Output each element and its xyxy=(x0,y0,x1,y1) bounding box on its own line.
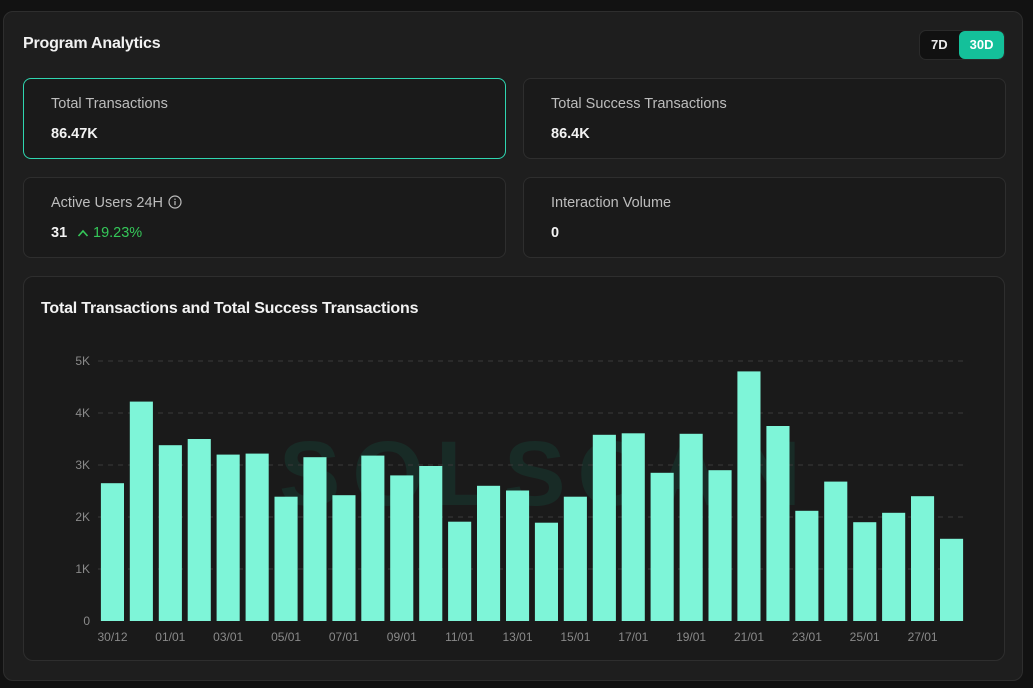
bar-27-01[interactable] xyxy=(911,496,935,621)
x-tick-label: 15/01 xyxy=(560,630,590,644)
x-tick-label: 25/01 xyxy=(850,630,880,644)
bar-05-01[interactable] xyxy=(274,496,298,621)
bar-06-01[interactable] xyxy=(303,457,327,621)
stat-label-wrap: Active Users 24H xyxy=(51,195,182,213)
x-tick-label: 13/01 xyxy=(502,630,532,644)
bar-30-12[interactable] xyxy=(100,483,124,621)
bar-23-01[interactable] xyxy=(795,510,819,621)
stat-label: Total Success Transactions xyxy=(551,96,727,112)
stat-label: Total Transactions xyxy=(51,96,168,112)
x-tick-label: 27/01 xyxy=(908,630,938,644)
bar-28-01[interactable] xyxy=(940,538,964,621)
bar-chart: 0 1K 2K 3K 4K 5K 30/12 01/01 03/01 05/01 07/01 09/0… xyxy=(75,354,966,644)
bar-04-01[interactable] xyxy=(245,453,269,621)
arrow-up-icon xyxy=(77,229,89,237)
x-tick-label: 01/01 xyxy=(155,630,185,644)
y-tick-label: 0 xyxy=(83,614,90,628)
bar-07-01[interactable] xyxy=(332,495,356,621)
y-tick-label: 2K xyxy=(75,510,90,524)
bar-11-01[interactable] xyxy=(448,521,472,621)
x-tick-label: 23/01 xyxy=(792,630,822,644)
bar-08-01[interactable] xyxy=(361,455,385,621)
y-tick-label: 5K xyxy=(75,354,90,368)
stat-card-active-users[interactable]: Active Users 24H 31 19.23% xyxy=(23,177,506,258)
chart-card: SOLSCAN Total Transactions and Total Suc… xyxy=(23,276,1005,661)
stat-card-total-success[interactable]: Total Success Transactions 86.4K xyxy=(523,78,1006,159)
stat-label: Active Users 24H xyxy=(51,195,164,211)
stat-card-total-transactions[interactable]: Total Transactions 86.47K xyxy=(23,78,506,159)
x-tick-label: 30/12 xyxy=(97,630,127,644)
bar-31-12[interactable] xyxy=(129,401,153,621)
range-30d-button[interactable]: 30D xyxy=(958,31,1005,59)
range-toggle: 7D 30D xyxy=(919,30,1006,60)
range-7d-button[interactable]: 7D xyxy=(931,37,948,52)
x-tick-label: 03/01 xyxy=(213,630,243,644)
stat-label: Interaction Volume xyxy=(551,195,672,211)
x-tick-label: 09/01 xyxy=(387,630,417,644)
x-tick-label: 07/01 xyxy=(329,630,359,644)
bar-13-01[interactable] xyxy=(506,490,530,622)
bar-22-01[interactable] xyxy=(766,426,790,621)
bar-10-01[interactable] xyxy=(419,466,443,621)
x-tick-label: 21/01 xyxy=(734,630,764,644)
stat-value: 86.4K xyxy=(551,126,590,142)
bar-26-01[interactable] xyxy=(882,512,906,621)
bar-25-01[interactable] xyxy=(853,522,877,621)
change-indicator: 19.23% xyxy=(77,225,142,241)
y-tick-label: 3K xyxy=(75,458,90,472)
bar-21-01[interactable] xyxy=(737,371,761,621)
bar-18-01[interactable] xyxy=(650,472,674,621)
x-tick-label: 11/01 xyxy=(445,630,474,644)
bar-19-01[interactable] xyxy=(679,433,703,621)
stat-value: 86.47K xyxy=(51,126,98,142)
x-tick-label: 17/01 xyxy=(618,630,648,644)
page-title: Program Analytics xyxy=(23,35,161,52)
y-tick-label: 1K xyxy=(75,562,90,576)
bar-12-01[interactable] xyxy=(477,485,501,621)
bar-16-01[interactable] xyxy=(592,434,616,621)
program-analytics-panel: Program Analytics 7D 30D Total Transacti… xyxy=(3,11,1023,681)
y-tick-label: 4K xyxy=(75,406,90,420)
stat-value: 31 xyxy=(51,225,68,241)
bar-03-01[interactable] xyxy=(216,454,240,621)
bar-24-01[interactable] xyxy=(824,481,848,621)
change-value: 19.23% xyxy=(93,225,143,241)
bar-17-01[interactable] xyxy=(621,433,645,621)
bar-20-01[interactable] xyxy=(708,470,732,621)
bar-14-01[interactable] xyxy=(534,522,558,621)
bar-02-01[interactable] xyxy=(187,439,211,621)
chart-title: Total Transactions and Total Success Tra… xyxy=(41,300,419,317)
stat-value: 0 xyxy=(551,225,560,241)
x-tick-label: 19/01 xyxy=(676,630,706,644)
x-tick-label: 05/01 xyxy=(271,630,301,644)
stat-card-interaction-volume[interactable]: Interaction Volume 0 xyxy=(523,177,1006,258)
bar-09-01[interactable] xyxy=(390,475,414,621)
bar-01-01[interactable] xyxy=(158,445,182,621)
bar-15-01[interactable] xyxy=(563,496,587,621)
info-icon[interactable] xyxy=(168,195,182,213)
